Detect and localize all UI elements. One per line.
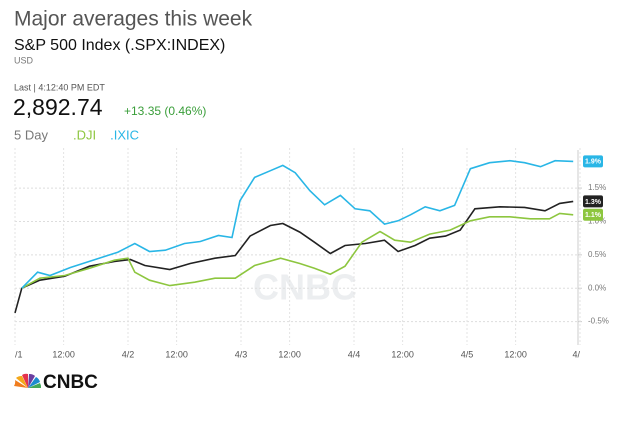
end-badge bbox=[583, 195, 603, 208]
currency: USD bbox=[14, 55, 34, 65]
x-tick-label: 4/ bbox=[572, 349, 580, 359]
legend-entry: .IXIC bbox=[110, 127, 139, 142]
end-label: 1.9% bbox=[585, 159, 602, 166]
last-time: Last | 4:12:40 PM EDT bbox=[14, 82, 105, 92]
x-tick-label: 4/2 bbox=[122, 349, 135, 359]
range: 5 Day bbox=[14, 127, 48, 142]
logo-icon bbox=[14, 373, 42, 388]
legend-entry: .DJI bbox=[73, 127, 96, 142]
y-tick-label: 0.0% bbox=[588, 283, 606, 292]
x-tick-label: 12:00 bbox=[278, 349, 301, 359]
x-tick-label: 12:00 bbox=[165, 349, 188, 359]
x-tick-label: /1 bbox=[15, 349, 23, 359]
x-tick-label: 12:00 bbox=[504, 349, 527, 359]
end-badge bbox=[583, 208, 603, 221]
x-tick-label: 4/5 bbox=[461, 349, 474, 359]
series-line bbox=[21, 212, 574, 289]
series-line bbox=[14, 200, 574, 314]
end-badge bbox=[583, 155, 603, 168]
y-tick-label: 1.0% bbox=[588, 217, 606, 226]
end-label: 1.3% bbox=[585, 199, 602, 206]
x-tick-label: 4/4 bbox=[348, 349, 361, 359]
y-tick-label: 0.5% bbox=[588, 250, 606, 259]
title: Major averages this week bbox=[14, 8, 253, 31]
y-tick-label: 1.5% bbox=[588, 183, 606, 192]
end-label: 1.1% bbox=[585, 212, 602, 219]
watermark: CNBC bbox=[253, 267, 357, 308]
logo: CNBC bbox=[43, 372, 98, 393]
x-tick-label: 4/3 bbox=[235, 349, 248, 359]
series-line bbox=[21, 159, 574, 289]
change: +13.35 (0.46%) bbox=[124, 104, 206, 118]
x-tick-label: 12:00 bbox=[52, 349, 75, 359]
x-tick-label: 12:00 bbox=[391, 349, 414, 359]
subtitle: S&P 500 Index (.SPX:INDEX) bbox=[14, 37, 225, 54]
price: 2,892.74 bbox=[13, 94, 103, 120]
y-tick-label: -0.5% bbox=[588, 317, 609, 326]
